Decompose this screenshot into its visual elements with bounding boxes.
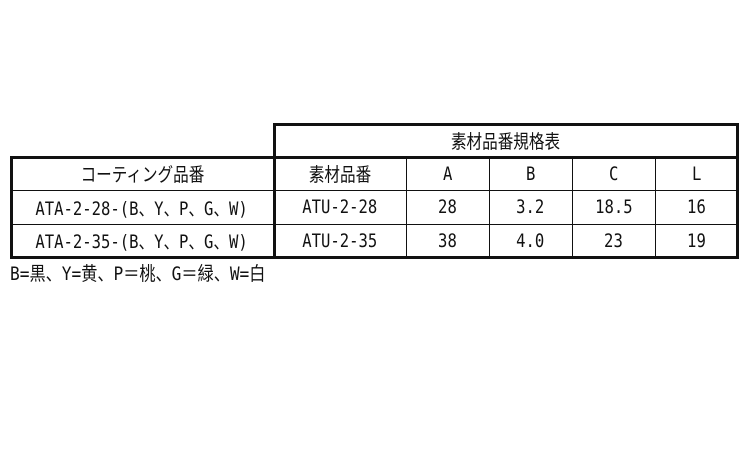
column-header: L bbox=[655, 157, 738, 190]
border bbox=[10, 256, 739, 259]
border bbox=[273, 123, 276, 259]
grid-line bbox=[406, 157, 407, 257]
table-cell-text: 38 bbox=[438, 229, 457, 252]
table-cell: 19 bbox=[655, 224, 738, 257]
table-cell: ATA-2-35-(B、Y、P、G、W) bbox=[10, 224, 274, 257]
column-header: コーティング品番 bbox=[10, 157, 274, 190]
column-header-text: C bbox=[608, 162, 619, 185]
grid-line bbox=[489, 157, 490, 257]
table-cell: 38 bbox=[406, 224, 489, 257]
column-header-text: A bbox=[442, 162, 453, 185]
table-cell: 3.2 bbox=[489, 190, 572, 224]
border bbox=[736, 123, 739, 259]
table-cell: ATA-2-28-(B、Y、P、G、W) bbox=[10, 190, 274, 224]
table-cell-text: ATA-2-35-(B、Y、P、G、W) bbox=[35, 231, 249, 253]
table-cell: 28 bbox=[406, 190, 489, 224]
grid-line bbox=[12, 224, 736, 225]
border bbox=[10, 156, 13, 259]
column-header-text: L bbox=[691, 162, 702, 185]
table-cell-text: 19 bbox=[687, 229, 706, 252]
border bbox=[274, 123, 739, 126]
column-header: C bbox=[572, 157, 655, 190]
table-cell-text: 3.2 bbox=[516, 196, 545, 218]
table-cell: ATU-2-35 bbox=[274, 224, 406, 257]
table-cell: 4.0 bbox=[489, 224, 572, 257]
grid-line bbox=[655, 157, 656, 257]
table-cell-text: 4.0 bbox=[516, 229, 545, 252]
column-header: 素材品番 bbox=[274, 157, 406, 190]
table-cell: 16 bbox=[655, 190, 738, 224]
column-header: A bbox=[406, 157, 489, 190]
table-cell-text: 23 bbox=[604, 229, 623, 252]
table-cell-text: 28 bbox=[438, 196, 457, 218]
table-cell: 23 bbox=[572, 224, 655, 257]
table-cell-text: ATA-2-28-(B、Y、P、G、W) bbox=[35, 197, 249, 220]
table-cell-text: 16 bbox=[687, 196, 706, 218]
color-legend-note: B=黒、Y=黄、P＝桃、G＝緑、W=白 bbox=[10, 263, 266, 285]
grid-line bbox=[276, 157, 736, 158]
table-cell-text: ATU-2-28 bbox=[302, 196, 378, 218]
spec-title-header-text: 素材品番規格表 bbox=[451, 131, 561, 153]
column-header-text: B bbox=[525, 162, 536, 185]
table-cell: 18.5 bbox=[572, 190, 655, 224]
column-header-text: コーティング品番 bbox=[80, 164, 204, 186]
grid-line bbox=[12, 190, 736, 191]
table-cell-text: ATU-2-35 bbox=[302, 229, 378, 252]
spec-title-header: 素材品番規格表 bbox=[274, 124, 738, 157]
table-cell: ATU-2-28 bbox=[274, 190, 406, 224]
column-header: B bbox=[489, 157, 572, 190]
column-header-text: 素材品番 bbox=[308, 164, 372, 186]
grid-line bbox=[572, 157, 573, 257]
table-cell-text: 18.5 bbox=[594, 196, 633, 218]
